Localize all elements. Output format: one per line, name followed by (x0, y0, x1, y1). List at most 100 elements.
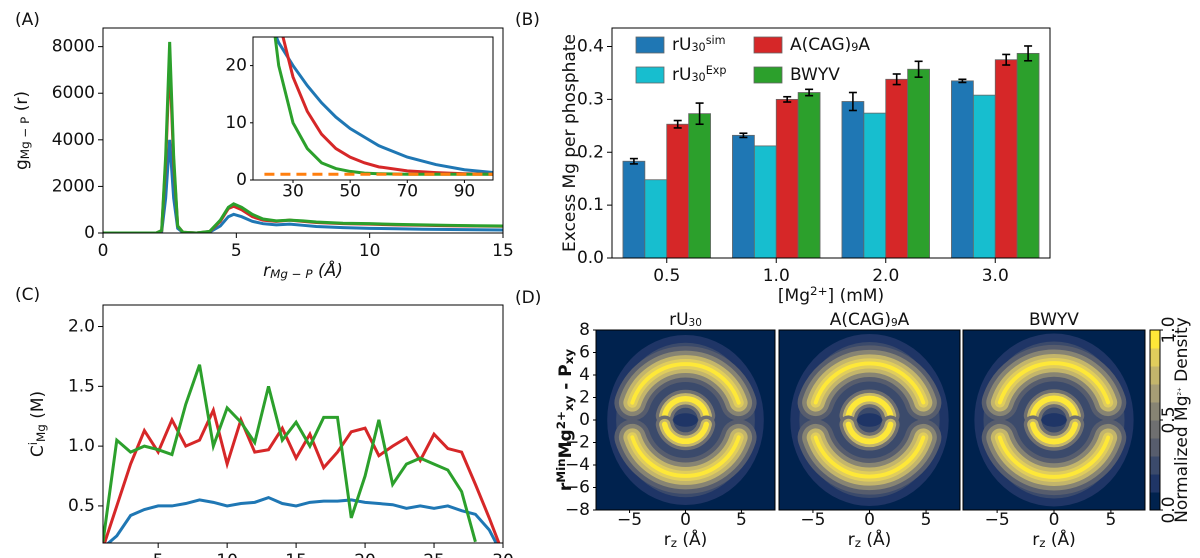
density-band (845, 395, 894, 419)
legend-label-part: BWYV (790, 65, 840, 85)
y-tick-label: −2 (565, 433, 590, 453)
colorbar-level (1150, 330, 1160, 349)
bar (841, 101, 865, 259)
y-tick-label: 10 (225, 113, 247, 133)
x-tick-label: 5 (921, 510, 932, 530)
y-axis-label-part: Mg − P (18, 117, 32, 160)
x-tick-label: 0 (864, 510, 875, 530)
y-tick-label: −8 (565, 500, 590, 520)
x-tick-label: 15 (492, 241, 514, 261)
bar (951, 80, 974, 259)
colorbar-tick-label: 0.5 (1159, 406, 1179, 433)
bar (863, 112, 887, 259)
y-axis-label: rMinMg2+xy - Pxy (554, 349, 576, 492)
colorbar-tick-label: 1.0 (1159, 316, 1179, 343)
colorbar-label-part: 2+ (1177, 387, 1183, 396)
y-axis-label-part: g (12, 159, 32, 170)
x-axis-label-part: r (263, 261, 271, 281)
density-hole (673, 413, 698, 427)
y-axis-label-part: Mg (34, 424, 48, 442)
y-tick-label: 2000 (52, 176, 95, 196)
x-axis-label: rz (Å) (664, 528, 708, 550)
bar (688, 113, 711, 259)
y-tick-label: 0.1 (577, 195, 604, 215)
legend-label-part: Exp (706, 64, 727, 77)
x-tick-label: 0 (98, 241, 109, 261)
error-bar (805, 88, 814, 97)
axes-frame (611, 27, 1051, 259)
legend-label-part: 30 (691, 41, 705, 54)
x-tick-label: 15 (285, 551, 307, 558)
bar (732, 134, 755, 259)
bar (994, 59, 1018, 259)
density-band (630, 362, 741, 405)
colorbar-label: Normalized Mg2+ Density (1172, 317, 1192, 523)
colorbar-label-part: Normalized Mg (1172, 396, 1192, 523)
axes-frame (102, 27, 504, 234)
colorbar-level (1150, 492, 1160, 511)
x-tick-label: 90 (454, 181, 476, 201)
density-band (1030, 395, 1078, 419)
y-tick-label: 0.0 (577, 248, 604, 268)
error-bar (892, 73, 901, 86)
x-tick-label: 10 (359, 241, 381, 261)
y-tick-label: 20 (225, 56, 247, 76)
density-band (661, 395, 710, 419)
x-axis-label-part: (Å) (1045, 528, 1075, 550)
panel-title: BWYV (1029, 310, 1079, 330)
legend-label-part: A (858, 35, 870, 55)
x-axis-label-part: z (671, 536, 677, 550)
y-axis-label: Excess Mg per phosphate (560, 34, 580, 252)
error-bar (958, 78, 967, 84)
x-tick-label: −5 (985, 510, 1010, 530)
y-tick-label: 1.5 (68, 376, 95, 396)
x-axis-label-part: [Mg (778, 286, 810, 306)
density-band (813, 435, 926, 479)
y-tick-label: 1.0 (68, 436, 95, 456)
x-tick-label: 0.5 (653, 266, 680, 286)
x-tick-label: −5 (617, 510, 642, 530)
error-bar (783, 95, 792, 103)
x-tick-label: 30 (492, 551, 514, 558)
x-axis-label-part: z (855, 536, 861, 550)
bar (1016, 52, 1040, 259)
bar (666, 123, 690, 259)
x-axis-label-part: ] (mM) (828, 286, 885, 306)
colorbar-level (1150, 474, 1160, 493)
density-map (963, 330, 1145, 510)
y-axis-label: gMg − P (r) (12, 91, 32, 170)
inset-frame (252, 36, 494, 181)
x-tick-label: 25 (423, 551, 445, 558)
y-tick-label: 6 (579, 343, 590, 363)
bar (797, 92, 821, 259)
x-tick-label: 3.0 (982, 266, 1009, 286)
legend-label: BWYV (790, 65, 840, 85)
x-axis-label-part: (Å) (677, 528, 707, 550)
y-tick-label: 2 (579, 388, 590, 408)
error-bar (629, 157, 638, 165)
density-map (779, 330, 960, 510)
x-tick-label: 20 (354, 551, 376, 558)
density-band (997, 435, 1111, 479)
legend-label-part: 30 (691, 71, 705, 84)
bar (972, 94, 996, 259)
y-tick-label: −6 (565, 478, 590, 498)
colorbar-level (1150, 384, 1160, 403)
error-bar (1002, 53, 1011, 66)
x-tick-label: 30 (282, 181, 304, 201)
x-tick-label: 70 (396, 181, 418, 201)
x-axis-label-part: r (664, 530, 671, 550)
x-axis-label: [Mg2+] (mM) (778, 284, 884, 306)
y-axis-label-part: xy (562, 349, 576, 365)
y-axis-label-part: i (26, 442, 40, 445)
error-bar (914, 60, 923, 78)
density-band (1030, 421, 1078, 445)
x-tick-label: 5 (1105, 510, 1116, 530)
y-tick-label: 8000 (52, 37, 95, 57)
density-hole (1041, 413, 1067, 427)
y-axis-label-part: xy (562, 395, 576, 411)
panel-title: rU30 (669, 310, 702, 330)
panel-title-part: A (898, 310, 910, 330)
y-axis-label-part: Excess Mg per phosphate (560, 34, 580, 252)
density-band (661, 421, 710, 445)
